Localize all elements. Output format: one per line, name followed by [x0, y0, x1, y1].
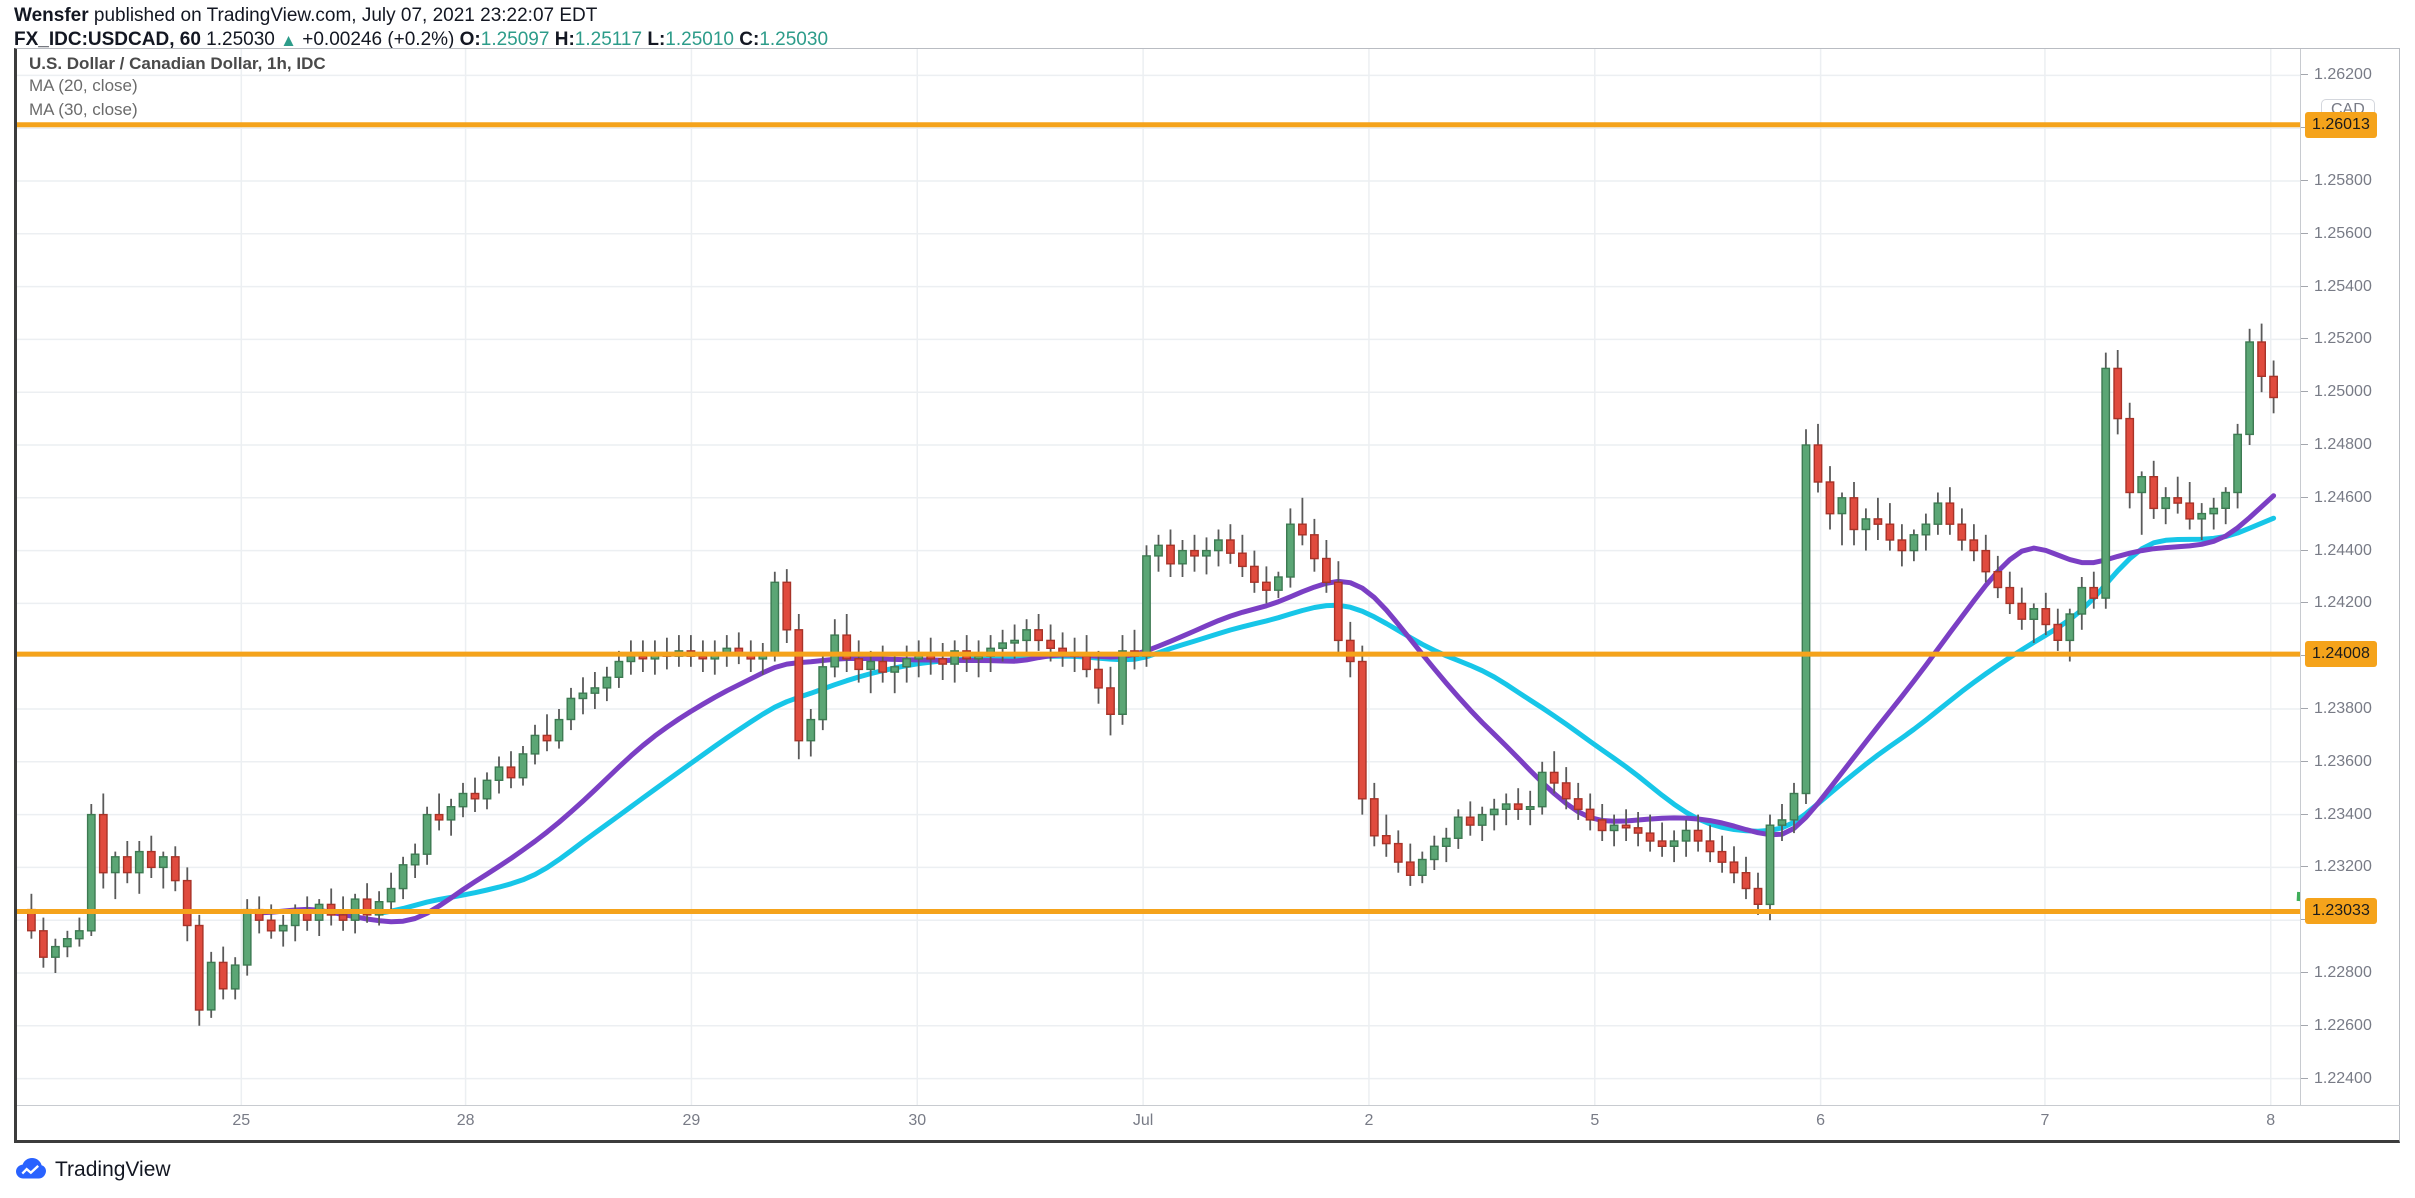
time-tick-label: Jul: [1132, 1112, 1154, 1129]
time-tick-label: 5: [1590, 1112, 1600, 1129]
price-tick-mark: [2301, 496, 2308, 498]
price-badge-label: 1.26013: [2312, 115, 2370, 133]
price-tick-label: 1.24400: [2314, 541, 2372, 559]
price-tick-mark: [2301, 232, 2308, 234]
price-tick-label: 1.23200: [2314, 858, 2372, 876]
close-value: 1.25030: [759, 29, 829, 50]
ma30-legend-label[interactable]: MA (30, close): [29, 100, 138, 119]
time-tick-label: 8: [2266, 1112, 2276, 1129]
chart-legend: U.S. Dollar / Canadian Dollar, 1h, IDC M…: [29, 53, 326, 122]
price-badge-label: 1.23033: [2312, 902, 2370, 920]
price-tick-label: 1.22400: [2314, 1069, 2372, 1087]
price-tick-mark: [2301, 180, 2308, 181]
tradingview-footer: TradingView: [16, 1158, 171, 1182]
price-tick-mark: [2301, 602, 2308, 604]
ma20-legend-label[interactable]: MA (20, close): [29, 76, 138, 95]
low-value: 1.25010: [665, 29, 734, 50]
high-value: 1.25117: [574, 29, 643, 50]
grid-horizontal: [17, 74, 2300, 1080]
price-tick-mark: [2301, 866, 2308, 868]
price-tick-mark: [2301, 708, 2308, 709]
price-tick-label: 1.23600: [2314, 752, 2372, 770]
price-tick-mark: [2301, 391, 2308, 393]
high-label: H:: [554, 29, 575, 50]
price-tick-label: 1.24200: [2314, 594, 2372, 612]
price-tick-label: 1.25800: [2314, 172, 2372, 189]
chart-plot-area[interactable]: [17, 49, 2300, 1105]
attribution-header: Wensfer published on TradingView.com, Ju…: [14, 4, 828, 51]
price-tick-mark: [2301, 813, 2308, 815]
price-badge[interactable]: 1.24008: [2305, 641, 2377, 668]
price-tick-mark: [2301, 549, 2308, 551]
price-tick-mark: [2301, 444, 2308, 445]
price-badge[interactable]: 1.23033: [2305, 898, 2377, 925]
price-tick-label: 1.22600: [2314, 1016, 2372, 1034]
price-tick-label: 1.23400: [2314, 805, 2372, 823]
last-price: 1.25030: [206, 29, 275, 50]
grid-vertical: [240, 49, 2272, 1105]
time-tick-label: 2: [1364, 1112, 1374, 1129]
price-tick-mark: [2301, 760, 2308, 762]
symbol-label: FX_IDC:USDCAD: [14, 29, 170, 50]
ma20-line: [256, 493, 2277, 925]
price-scale[interactable]: CAD 1.262001.260001.258001.256001.254001…: [2300, 49, 2400, 1105]
publish-text: published on TradingView.com, July 07, 2…: [93, 5, 598, 26]
price-tick-mark: [2301, 1077, 2308, 1079]
price-tick-mark: [2301, 74, 2308, 76]
open-label: O:: [459, 29, 481, 50]
time-scale[interactable]: 25 28 29 30 Jul 2 5 6 7 8: [17, 1105, 2400, 1141]
price-tick-label: 1.24800: [2314, 436, 2372, 453]
author-name: Wensfer: [14, 5, 89, 26]
candlestick-canvas: [17, 49, 2300, 1105]
quote-line: FX_IDC:USDCAD, 60 1.25030 ▲ +0.00246 (+0…: [14, 29, 829, 50]
price-tick-label: 1.22800: [2314, 964, 2372, 981]
tradingview-brand-text: TradingView: [55, 1158, 171, 1181]
time-tick-label: 29: [682, 1112, 701, 1129]
chart-frame: U.S. Dollar / Canadian Dollar, 1h, IDC M…: [14, 48, 2400, 1143]
publish-line: Wensfer published on TradingView.com, Ju…: [14, 4, 828, 27]
change-percent: (+0.2%): [387, 29, 455, 50]
tradingview-logo-icon: [16, 1158, 46, 1179]
price-tick-label: 1.23800: [2314, 700, 2372, 717]
candles: [26, 323, 2278, 1026]
price-tick-mark: [2301, 972, 2308, 973]
time-tick-label: 30: [908, 1112, 927, 1129]
price-tick-mark: [2301, 919, 2308, 921]
price-tick-mark: [2301, 1024, 2308, 1026]
chart-title: U.S. Dollar / Canadian Dollar, 1h, IDC: [29, 54, 326, 73]
interval-label: 60: [179, 29, 201, 50]
low-label: L:: [647, 29, 666, 50]
price-tick-label: 1.26200: [2314, 66, 2372, 84]
time-tick-label: 6: [1816, 1112, 1826, 1129]
price-tick-mark: [2301, 127, 2308, 129]
price-tick-label: 1.25000: [2314, 383, 2372, 401]
time-tick-label: 25: [232, 1112, 251, 1129]
ma30-line: [376, 515, 2277, 916]
price-tick-label: 1.25200: [2314, 330, 2372, 348]
time-tick-label: 7: [2040, 1112, 2050, 1129]
open-value: 1.25097: [480, 29, 550, 50]
price-badge[interactable]: 1.26013: [2305, 111, 2377, 138]
price-tick-mark: [2301, 655, 2308, 657]
price-tick-label: 1.25600: [2314, 224, 2372, 242]
price-tick-label: 1.24600: [2314, 488, 2372, 506]
close-label: C:: [739, 29, 760, 50]
change-up-arrow-icon: ▲: [280, 31, 297, 50]
price-tick-label: 1.25400: [2314, 277, 2372, 295]
time-tick-label: 28: [456, 1112, 475, 1129]
change-absolute: +0.00246: [302, 29, 383, 50]
price-badge-label: 1.24008: [2312, 645, 2370, 663]
price-tick-mark: [2301, 338, 2308, 340]
price-tick-mark: [2301, 285, 2308, 287]
